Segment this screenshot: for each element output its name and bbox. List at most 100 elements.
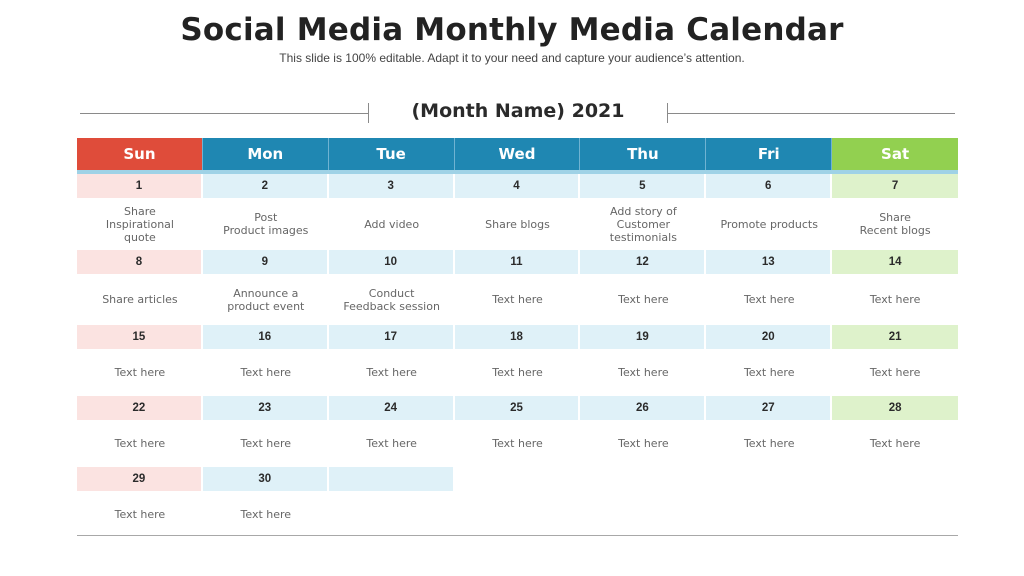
event-text: Add story of Customer testimonials [609,204,677,244]
date-row: 8 9 10 11 12 13 14 [77,250,959,274]
date-cell: 30 [202,467,329,491]
divider-left [80,113,369,114]
date-cell: 24 [328,396,455,420]
event-text: Text here [869,293,921,306]
date-cell: 8 [77,250,203,274]
date-cell: 15 [77,325,203,349]
event-text: Add video [364,217,420,231]
divider-right [667,113,955,114]
week-row: 1 2 3 4 5 6 7 Share Inspirational quote … [77,174,959,250]
date-row: 15 16 17 18 19 20 21 [77,325,959,349]
day-header-sat: Sat [832,138,959,170]
date-cell: 18 [454,325,581,349]
event-text: Text here [366,366,417,379]
date-cell: 29 [77,467,203,491]
date-cell: 27 [706,396,833,420]
month-heading: (Month Name) 2021 [0,98,1024,128]
event-text: Share Inspirational quote [105,204,174,244]
bottom-divider [77,535,958,536]
divider-left-tick [368,103,369,123]
event-text: Share blogs [485,217,550,231]
event-text: Post Product images [223,211,309,237]
event-text [329,491,455,537]
header-separator [77,170,958,174]
month-title: (Month Name) 2021 [411,100,625,122]
content-row: Text here Text here Text here Text here … [77,349,958,396]
date-cell: 21 [832,325,959,349]
event-text: Text here [492,293,543,306]
event-text [455,491,581,537]
event-text: Text here [743,293,795,306]
content-row: Share articles Announce a product event … [77,274,958,325]
date-cell: 22 [77,396,203,420]
date-cell: 9 [202,250,329,274]
event-text [832,491,958,537]
event-text: Promote products [720,217,818,231]
content-row: Text here Text here [77,491,958,537]
event-text: Text here [492,366,543,379]
event-text: Text here [869,366,921,379]
date-cell-empty [706,467,833,491]
event-text: Text here [366,437,417,450]
event-text: Text here [743,366,795,379]
day-header-wed: Wed [454,138,581,170]
date-cell: 16 [202,325,329,349]
event-text: Text here [240,507,292,521]
page-subtitle: This slide is 100% editable. Adapt it to… [279,51,745,65]
date-cell-empty [455,467,581,491]
date-cell: 10 [328,250,455,274]
date-cell: 20 [706,325,833,349]
date-cell: 1 [77,174,203,198]
content-row: Text here Text here Text here Text here … [77,420,958,467]
day-header-tue: Tue [328,138,455,170]
weekday-header-row: Sun Mon Tue Wed Thu Fri Sat [77,138,959,170]
event-text [706,491,832,537]
date-cell-empty [328,467,455,491]
day-header-fri: Fri [706,138,833,170]
event-text: Text here [743,437,795,450]
date-cell: 7 [832,174,959,198]
date-cell: 6 [706,174,833,198]
event-text: Text here [492,437,543,450]
date-cell-empty [832,467,958,491]
day-header-thu: Thu [580,138,707,170]
week-row: 22 23 24 25 26 27 28 Text here Text here… [77,396,959,467]
event-text: Share Recent blogs [859,211,931,237]
event-text: Text here [240,366,292,379]
event-text: Announce a product event [227,286,305,313]
week-row: 8 9 10 11 12 13 14 Share articles Announ… [77,250,959,325]
date-cell: 19 [580,325,707,349]
event-text: Conduct Feedback session [343,286,440,313]
event-text: Text here [869,437,921,450]
page-title: Social Media Monthly Media Calendar [180,12,844,48]
date-cell: 13 [706,250,833,274]
date-cell: 26 [580,396,707,420]
date-cell: 14 [832,250,959,274]
date-cell: 5 [580,174,707,198]
day-header-mon: Mon [202,138,329,170]
date-cell: 2 [202,174,329,198]
event-text: Text here [114,437,166,450]
date-cell-empty [580,467,707,491]
date-cell: 28 [832,396,959,420]
date-cell: 11 [454,250,581,274]
content-row: Share Inspirational quote Post Product i… [77,198,958,250]
event-text: Share articles [102,293,178,306]
date-cell: 17 [328,325,455,349]
event-text: Text here [240,437,292,450]
date-row: 22 23 24 25 26 27 28 [77,396,959,420]
event-text: Text here [114,366,166,379]
date-cell: 25 [454,396,581,420]
event-text: Text here [114,507,166,521]
date-cell: 3 [328,174,455,198]
date-cell: 12 [580,250,707,274]
date-row: 1 2 3 4 5 6 7 [77,174,959,198]
event-text: Text here [618,293,669,306]
date-cell: 4 [454,174,581,198]
week-row: 15 16 17 18 19 20 21 Text here Text here… [77,325,959,396]
date-row: 29 30 [77,467,958,491]
day-header-sun: Sun [77,138,203,170]
calendar-grid: Sun Mon Tue Wed Thu Fri Sat 1 2 3 4 5 6 … [77,138,959,537]
date-cell: 23 [202,396,329,420]
event-text: Text here [618,437,669,450]
